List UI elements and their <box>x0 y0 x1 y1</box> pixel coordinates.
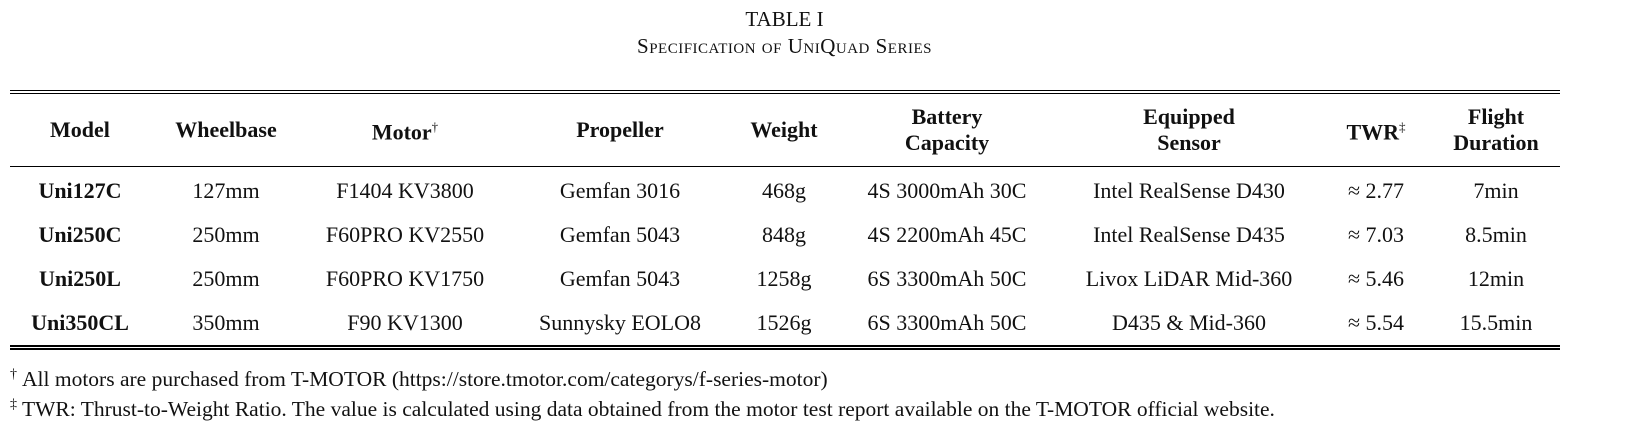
footnote: † All motors are purchased from T-MOTOR (… <box>10 362 1275 392</box>
table-cell: ≈ 5.54 <box>1347 310 1405 335</box>
header-cell: Wheelbase <box>150 92 302 167</box>
header-cell: Battery Capacity <box>836 92 1058 167</box>
table-header: Model Wheelbase Motor† Propeller Weight Batte… <box>10 92 1560 167</box>
table-cell: ≈ 5.46 <box>1347 266 1405 291</box>
table-cell: ≈ 7.03 <box>1347 222 1405 247</box>
header-text: Propeller <box>576 117 664 142</box>
header-text: Flight Duration <box>1453 104 1539 155</box>
footnote-text: All motors are purchased from T-MOTOR (h… <box>22 367 828 392</box>
header-cell: Model <box>10 92 150 167</box>
model-cell: Uni350CL <box>31 310 129 335</box>
header-text: Equipped Sensor <box>1143 104 1235 155</box>
table-cell: D435 & Mid-360 <box>1112 310 1266 335</box>
header-text: Battery Capacity <box>904 104 990 155</box>
table-cell: 848g <box>762 222 806 247</box>
table-body: Uni127C 127mm F1404 KV3800 Gemfan 3016 468g 4… <box>10 167 1560 348</box>
header-text: Wheelbase <box>175 117 277 142</box>
header-cell: Flight Duration <box>1432 92 1560 167</box>
header-cell: Propeller <box>508 92 732 167</box>
table-caption: TABLE I Specification of UniQuad Series <box>0 6 1569 60</box>
footnote-mark: † <box>10 367 17 382</box>
table-cell: Intel RealSense D435 <box>1093 222 1285 247</box>
header-text: Model <box>50 117 110 142</box>
table-cell: 12min <box>1467 266 1525 291</box>
footnote-text: TWR: Thrust-to-Weight Ratio. The value i… <box>22 397 1275 422</box>
table-cell: 6S 3300mAh 50C <box>867 266 1027 291</box>
table-cell: 127mm <box>192 178 260 203</box>
table-cell: 7min <box>1473 178 1519 203</box>
table-cell: F1404 KV3800 <box>336 178 474 203</box>
table-cell: Gemfan 5043 <box>559 222 681 247</box>
header-cell: Weight <box>732 92 836 167</box>
table-row: Uni127C 127mm F1404 KV3800 Gemfan 3016 468g 4… <box>10 167 1560 214</box>
header-text: Motor <box>371 119 432 145</box>
table-cell: Gemfan 3016 <box>559 178 681 203</box>
table-cell: 15.5min <box>1459 310 1533 335</box>
model-cell: Uni127C <box>38 178 122 203</box>
header-text: TWR <box>1346 119 1400 145</box>
table-cell: Intel RealSense D430 <box>1093 178 1285 203</box>
model-cell: Uni250L <box>39 266 121 291</box>
footnotes: † All motors are purchased from T-MOTOR (… <box>10 362 1275 422</box>
table-label: TABLE I <box>745 7 824 31</box>
table-cell: 350mm <box>192 310 260 335</box>
table-cell: 1526g <box>756 310 812 335</box>
table-row: Uni250C 250mm F60PRO KV2550 Gemfan 5043 848g… <box>10 213 1560 257</box>
table-cell: Livox LiDAR Mid-360 <box>1085 266 1293 291</box>
header-cell: TWR‡ <box>1320 92 1432 167</box>
model-cell: Uni250C <box>38 222 122 247</box>
table-cell: 250mm <box>192 266 260 291</box>
footnote-mark: † <box>431 119 439 135</box>
table-cell: 468g <box>762 178 806 203</box>
footnote: ‡ TWR: Thrust-to-Weight Ratio. The value … <box>10 392 1275 422</box>
table-cell: F90 KV1300 <box>347 310 463 335</box>
header-text: Weight <box>750 117 818 142</box>
table-cell: Sunnysky EOLO8 <box>539 310 701 335</box>
footnote-mark: ‡ <box>1399 119 1406 135</box>
table-cell: ≈ 2.77 <box>1347 178 1405 203</box>
table-cell: F60PRO KV2550 <box>325 222 485 247</box>
table-cell: 1258g <box>756 266 812 291</box>
footnote-mark: ‡ <box>10 397 17 413</box>
table-row: Uni250L 250mm F60PRO KV1750 Gemfan 5043 1258… <box>10 257 1560 301</box>
table-cell: 6S 3300mAh 50C <box>867 310 1027 335</box>
header-cell: Equipped Sensor <box>1058 92 1320 167</box>
table-row: Uni350CL 350mm F90 KV1300 Sunnysky EOLO8 152… <box>10 301 1560 348</box>
table-cell: 8.5min <box>1465 222 1527 247</box>
table-cell: 250mm <box>192 222 260 247</box>
spec-table: Model Wheelbase Motor† Propeller Weight Batte… <box>10 90 1560 350</box>
header-cell: Motor† <box>302 92 508 167</box>
table-title: Specification of UniQuad Series <box>637 34 932 58</box>
table-cell: Gemfan 5043 <box>559 266 681 291</box>
table-cell: 4S 3000mAh 30C <box>867 178 1027 203</box>
table-cell: 4S 2200mAh 45C <box>867 222 1027 247</box>
table-cell: F60PRO KV1750 <box>325 266 485 291</box>
